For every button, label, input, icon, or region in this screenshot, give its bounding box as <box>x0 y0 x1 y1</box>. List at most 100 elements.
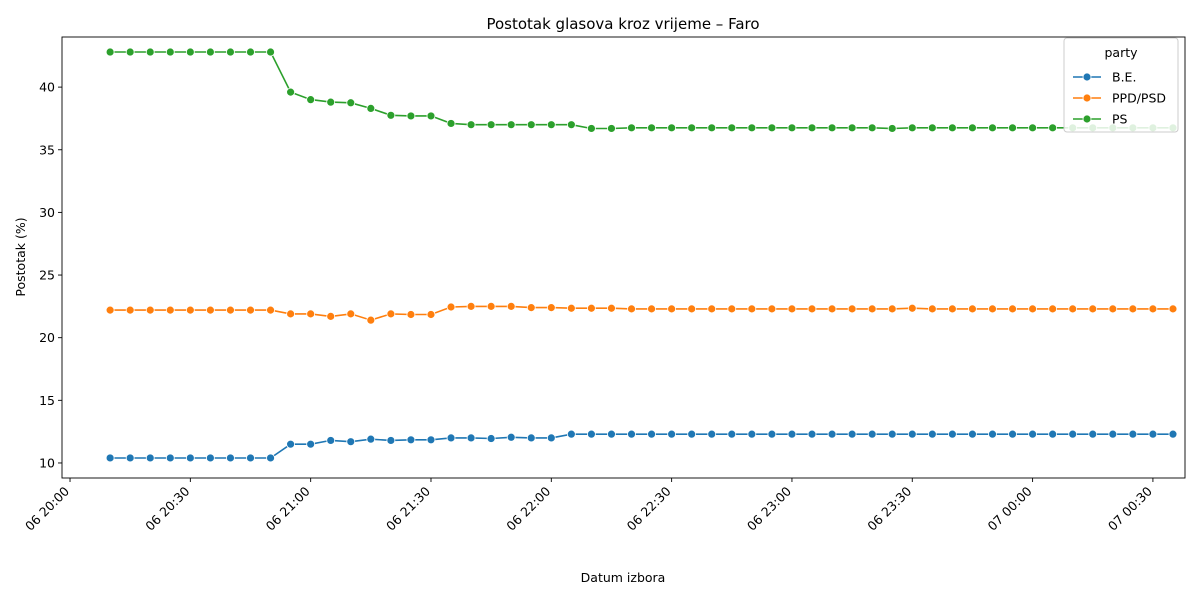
data-point <box>205 305 215 315</box>
y-tick-label: 10 <box>39 455 55 470</box>
data-point <box>226 305 235 315</box>
data-point <box>907 123 917 133</box>
data-point <box>466 301 476 311</box>
data-point <box>927 304 937 314</box>
data-point <box>566 303 576 313</box>
data-point <box>1048 304 1058 314</box>
y-tick-label: 20 <box>39 330 55 345</box>
data-point <box>506 432 516 442</box>
data-point <box>887 124 897 133</box>
data-point <box>105 453 115 463</box>
data-point <box>1168 429 1178 439</box>
data-point <box>667 304 677 314</box>
data-point <box>566 429 576 439</box>
data-point <box>105 47 115 57</box>
data-point <box>386 110 396 120</box>
data-point <box>587 429 596 439</box>
data-point <box>847 429 857 439</box>
legend-box <box>1063 37 1179 133</box>
data-point <box>306 95 316 105</box>
data-point <box>145 453 155 463</box>
y-tick-label: 35 <box>39 142 55 157</box>
data-point <box>406 310 416 319</box>
data-point <box>627 429 636 439</box>
data-point <box>807 304 817 314</box>
data-point <box>988 304 997 314</box>
data-point <box>446 433 456 443</box>
data-point <box>787 123 797 133</box>
data-point <box>767 123 777 133</box>
data-point <box>125 453 135 463</box>
data-point <box>907 429 917 439</box>
data-point <box>1068 429 1078 439</box>
data-point <box>968 304 977 314</box>
data-point <box>105 305 115 315</box>
data-point <box>406 435 416 445</box>
data-point <box>907 303 917 313</box>
data-point <box>426 310 436 319</box>
data-point <box>827 429 837 439</box>
legend-title: party <box>1104 45 1138 60</box>
data-point <box>366 315 376 325</box>
data-point <box>286 87 296 97</box>
data-point <box>887 304 897 314</box>
data-point <box>1028 304 1037 314</box>
data-point <box>587 303 596 313</box>
data-point <box>687 429 697 439</box>
data-point <box>1028 123 1037 133</box>
data-point <box>1168 304 1178 314</box>
data-point <box>546 303 556 313</box>
data-point <box>607 124 616 133</box>
data-point <box>647 304 656 314</box>
data-point <box>346 309 356 319</box>
data-point <box>767 304 777 314</box>
data-point <box>707 429 717 439</box>
data-point <box>165 305 175 315</box>
data-point <box>366 104 376 113</box>
legend-label: PS <box>1112 112 1128 127</box>
data-point <box>827 304 837 314</box>
data-point <box>607 429 616 439</box>
data-point <box>406 111 416 121</box>
data-point <box>867 123 877 133</box>
data-point <box>205 453 215 463</box>
data-point <box>647 429 656 439</box>
data-point <box>185 47 195 57</box>
data-point <box>727 123 737 133</box>
data-point <box>1008 429 1017 439</box>
data-point <box>486 301 496 311</box>
data-point <box>807 429 817 439</box>
data-point <box>727 429 737 439</box>
data-point <box>1068 304 1078 314</box>
data-point <box>647 123 656 133</box>
legend: party B.E. PPD/PSD PS <box>1063 37 1179 133</box>
data-point <box>426 435 436 445</box>
data-point <box>185 453 195 463</box>
data-point <box>546 433 556 443</box>
data-point <box>1008 123 1017 133</box>
data-point <box>787 429 797 439</box>
axes-frame <box>61 36 1186 479</box>
data-point <box>988 429 997 439</box>
data-point <box>1128 429 1138 439</box>
data-point <box>587 124 596 133</box>
data-point <box>526 433 536 443</box>
data-point <box>827 123 837 133</box>
data-point <box>867 429 877 439</box>
data-point <box>566 120 576 130</box>
data-point <box>446 302 456 312</box>
data-point <box>165 453 175 463</box>
data-point <box>627 123 636 133</box>
data-point <box>286 439 296 449</box>
data-point <box>145 305 155 315</box>
data-point <box>707 304 717 314</box>
data-point <box>1148 429 1158 439</box>
data-point <box>767 429 777 439</box>
data-point <box>466 120 476 130</box>
data-point <box>947 429 957 439</box>
data-point <box>887 429 897 439</box>
data-point <box>867 304 877 314</box>
legend-label: PPD/PSD <box>1112 91 1166 106</box>
chart-title: Postotak glasova kroz vrijeme – Faro <box>486 15 759 33</box>
